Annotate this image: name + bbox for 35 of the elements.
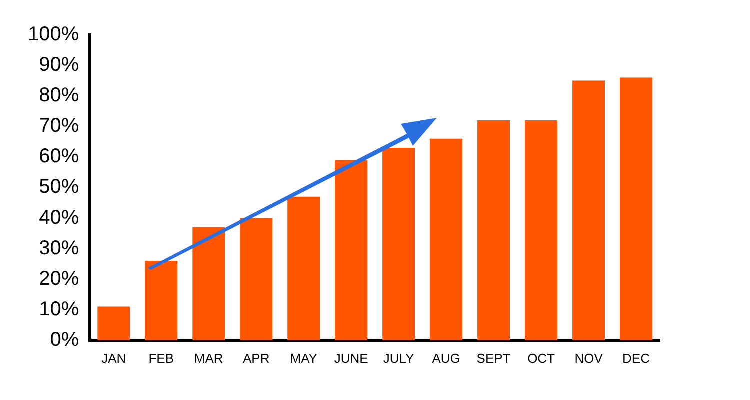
bar: [192, 227, 226, 340]
y-tick-label: 70%: [39, 115, 80, 138]
y-tick-label: 10%: [39, 298, 80, 320]
y-tick-label: 0%: [50, 328, 80, 351]
bar: [478, 120, 510, 340]
x-tick-label: FEB: [148, 350, 174, 366]
y-tick-label: 30%: [39, 237, 80, 260]
bar: [430, 138, 463, 340]
y-tick-label: 60%: [39, 146, 80, 168]
bar: [145, 260, 178, 340]
x-tick-label: JAN: [102, 350, 126, 366]
y-tick-label: 80%: [39, 84, 80, 107]
x-tick-label: APR: [242, 350, 270, 366]
bar: [525, 120, 558, 340]
y-tick-label: 100%: [28, 24, 80, 46]
x-tick-label: SEPT: [476, 350, 511, 366]
bar: [382, 148, 416, 340]
x-tick-label: MAY: [290, 350, 318, 366]
x-tick-label: MAR: [194, 350, 224, 366]
x-tick-label: JUNE: [334, 350, 369, 366]
y-tick-label: 20%: [39, 268, 80, 290]
bar: [620, 78, 652, 340]
bar: [572, 80, 606, 340]
y-tick-label: 90%: [39, 54, 80, 76]
x-tick-label: NOV: [574, 350, 604, 366]
bar: [98, 306, 130, 340]
x-tick-label: OCT: [528, 350, 556, 366]
y-tick-label: 50%: [39, 176, 80, 198]
bar: [335, 160, 368, 340]
x-tick-label: AUG: [432, 350, 460, 366]
bar: [240, 218, 273, 340]
y-tick-label: 40%: [39, 206, 80, 229]
x-tick-label: JULY: [383, 350, 415, 366]
x-tick-label: DEC: [622, 350, 650, 366]
bar: [288, 196, 320, 340]
